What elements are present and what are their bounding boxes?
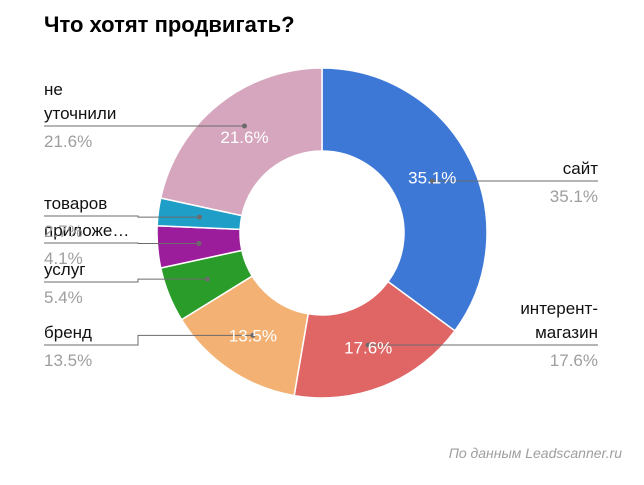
slice-0: [321, 67, 488, 332]
slice-inner-label-0: 35.1%: [408, 168, 456, 187]
slice-label-4: приложе…: [44, 221, 129, 240]
slice-label-1: интерент-: [520, 299, 598, 318]
leader-dot-1: [365, 342, 371, 348]
slice-6: [159, 67, 323, 217]
slice-value-5: 2.7%: [44, 222, 83, 241]
chart-title: Что хотят продвигать?: [44, 12, 295, 37]
slice-value-1: 17.6%: [550, 351, 598, 370]
leader-dot-2: [250, 332, 256, 338]
slice-label-2: бренд: [44, 323, 92, 342]
slice-1: [293, 280, 456, 399]
slice-value-2: 13.5%: [44, 351, 92, 370]
slice-value-6: 21.6%: [44, 132, 92, 151]
leader-dot-5: [197, 214, 203, 220]
leader-dot-0: [429, 178, 435, 184]
leader-line-3: [44, 278, 208, 283]
leader-line-2: [44, 334, 253, 346]
leader-dot-3: [204, 276, 210, 282]
source-note: По данным Leadscanner.ru: [448, 445, 622, 461]
slice-value-4: 4.1%: [44, 249, 83, 268]
slice-label-1: магазин: [535, 323, 598, 342]
leader-dot-4: [196, 240, 202, 246]
slice-label-6: не: [44, 80, 63, 99]
slice-value-0: 35.1%: [550, 187, 598, 206]
slice-value-3: 5.4%: [44, 288, 83, 307]
slice-inner-label-1: 17.6%: [344, 339, 392, 358]
slice-inner-label-2: 13.5%: [229, 326, 277, 345]
slice-label-3: услуг: [44, 260, 85, 279]
leader-dot-6: [241, 123, 247, 129]
slice-label-6: уточнили: [44, 104, 116, 123]
slice-inner-label-6: 21.6%: [220, 128, 268, 147]
slice-label-0: сайт: [563, 159, 598, 178]
slice-label-5: товаров: [44, 194, 107, 213]
leader-line-5: [44, 215, 200, 218]
